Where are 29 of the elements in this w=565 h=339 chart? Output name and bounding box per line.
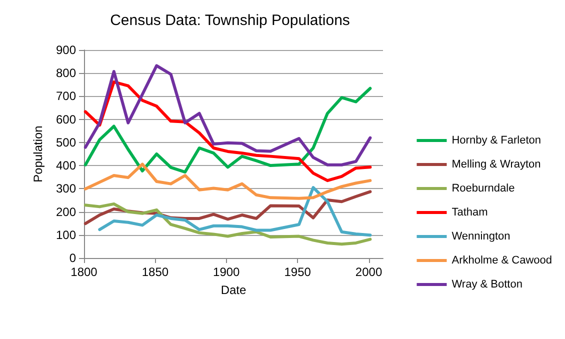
x-tick-label: 1800: [70, 265, 98, 279]
y-tick-label: 100: [56, 228, 76, 242]
x-tick-label: 2000: [355, 265, 382, 279]
x-tick-label: 1850: [142, 265, 169, 279]
line-series: [84, 162, 372, 200]
y-tick-label: 200: [56, 204, 76, 219]
legend-label: Wray & Botton: [452, 278, 522, 290]
line-series: [84, 202, 372, 246]
legend-label: Melling & Wrayton: [452, 158, 541, 170]
x-tick-label: 1900: [213, 265, 240, 279]
y-tick-label: 500: [56, 135, 76, 150]
y-tick-label: 0: [69, 251, 76, 265]
line-series: [98, 186, 372, 237]
legend-label: Arkholme & Cawood: [452, 254, 552, 266]
y-axis-title: Population: [31, 126, 45, 182]
legend-label: Tatham: [452, 206, 488, 218]
x-axis-title: Date: [220, 283, 246, 297]
y-tick-label: 900: [56, 43, 76, 57]
y-tick-label: 600: [56, 112, 76, 126]
y-tick-label: 300: [56, 182, 76, 196]
legend-label: Hornby & Farleton: [452, 134, 541, 146]
legend-label: Roeburndale: [452, 182, 515, 194]
x-tick-label: 1950: [284, 265, 312, 279]
y-tick-label: 800: [56, 66, 76, 80]
y-tick-label: 700: [56, 89, 76, 104]
legend-label: Wennington: [452, 230, 510, 242]
y-tick-label: 400: [56, 158, 76, 173]
chart-title: Census Data: Township Populations: [110, 12, 350, 29]
line-series: [84, 64, 372, 166]
